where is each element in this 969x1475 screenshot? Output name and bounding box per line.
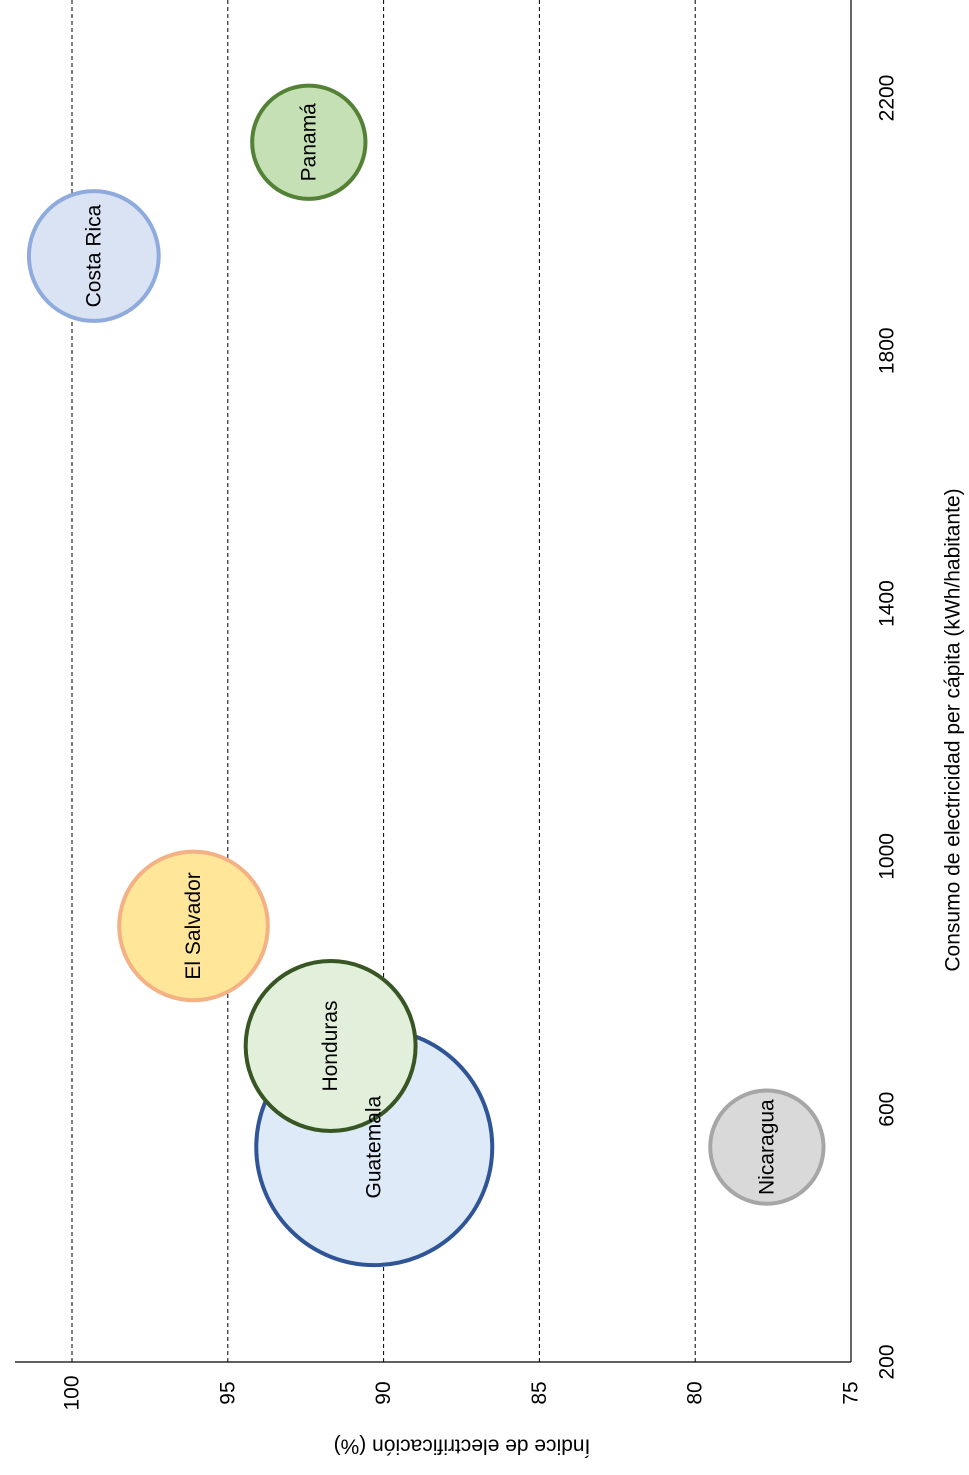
- y-axis-title: Índice de electrificación (%): [334, 1435, 591, 1458]
- bubble: [250, 83, 368, 201]
- x-tick-label: 1000: [876, 833, 899, 880]
- y-tick-label: 75: [840, 1381, 863, 1404]
- x-tick-label: 1800: [876, 327, 899, 374]
- tick-labels: 75 80 85 90 95 100 200 600 1000 1400 1800 2200: [61, 75, 899, 1411]
- y-tick-label: 85: [528, 1381, 551, 1404]
- bubble: [243, 959, 418, 1133]
- y-tick-label: 80: [684, 1381, 707, 1404]
- y-tick-label: 90: [372, 1381, 395, 1404]
- x-tick-label: 200: [876, 1344, 899, 1379]
- x-tick-label: 1400: [876, 580, 899, 627]
- bubble-labels: Guatemala Honduras El Salvador Nicaragua Cos…: [82, 103, 778, 1199]
- bubble-label: El Salvador: [182, 872, 205, 979]
- axes: [15, 0, 852, 1363]
- bubble-label: Costa Rica: [82, 204, 105, 307]
- y-tick-label: 95: [216, 1381, 239, 1404]
- bubbles: [26, 83, 826, 1268]
- bubble-label: Nicaragua: [755, 1099, 778, 1195]
- x-tick-label: 2200: [876, 75, 899, 122]
- bubble-label: Panamá: [297, 103, 320, 182]
- x-axis-title: Consumo de electricidad per cápita (kWh/…: [942, 488, 965, 971]
- bubble: [708, 1088, 826, 1206]
- y-tick-label: 100: [61, 1375, 84, 1410]
- bubble-label: Guatemala: [363, 1095, 386, 1198]
- bubble: [26, 189, 161, 323]
- x-tick-label: 600: [876, 1092, 899, 1127]
- bubble-label: Honduras: [319, 1000, 342, 1091]
- bubble: [117, 849, 270, 1003]
